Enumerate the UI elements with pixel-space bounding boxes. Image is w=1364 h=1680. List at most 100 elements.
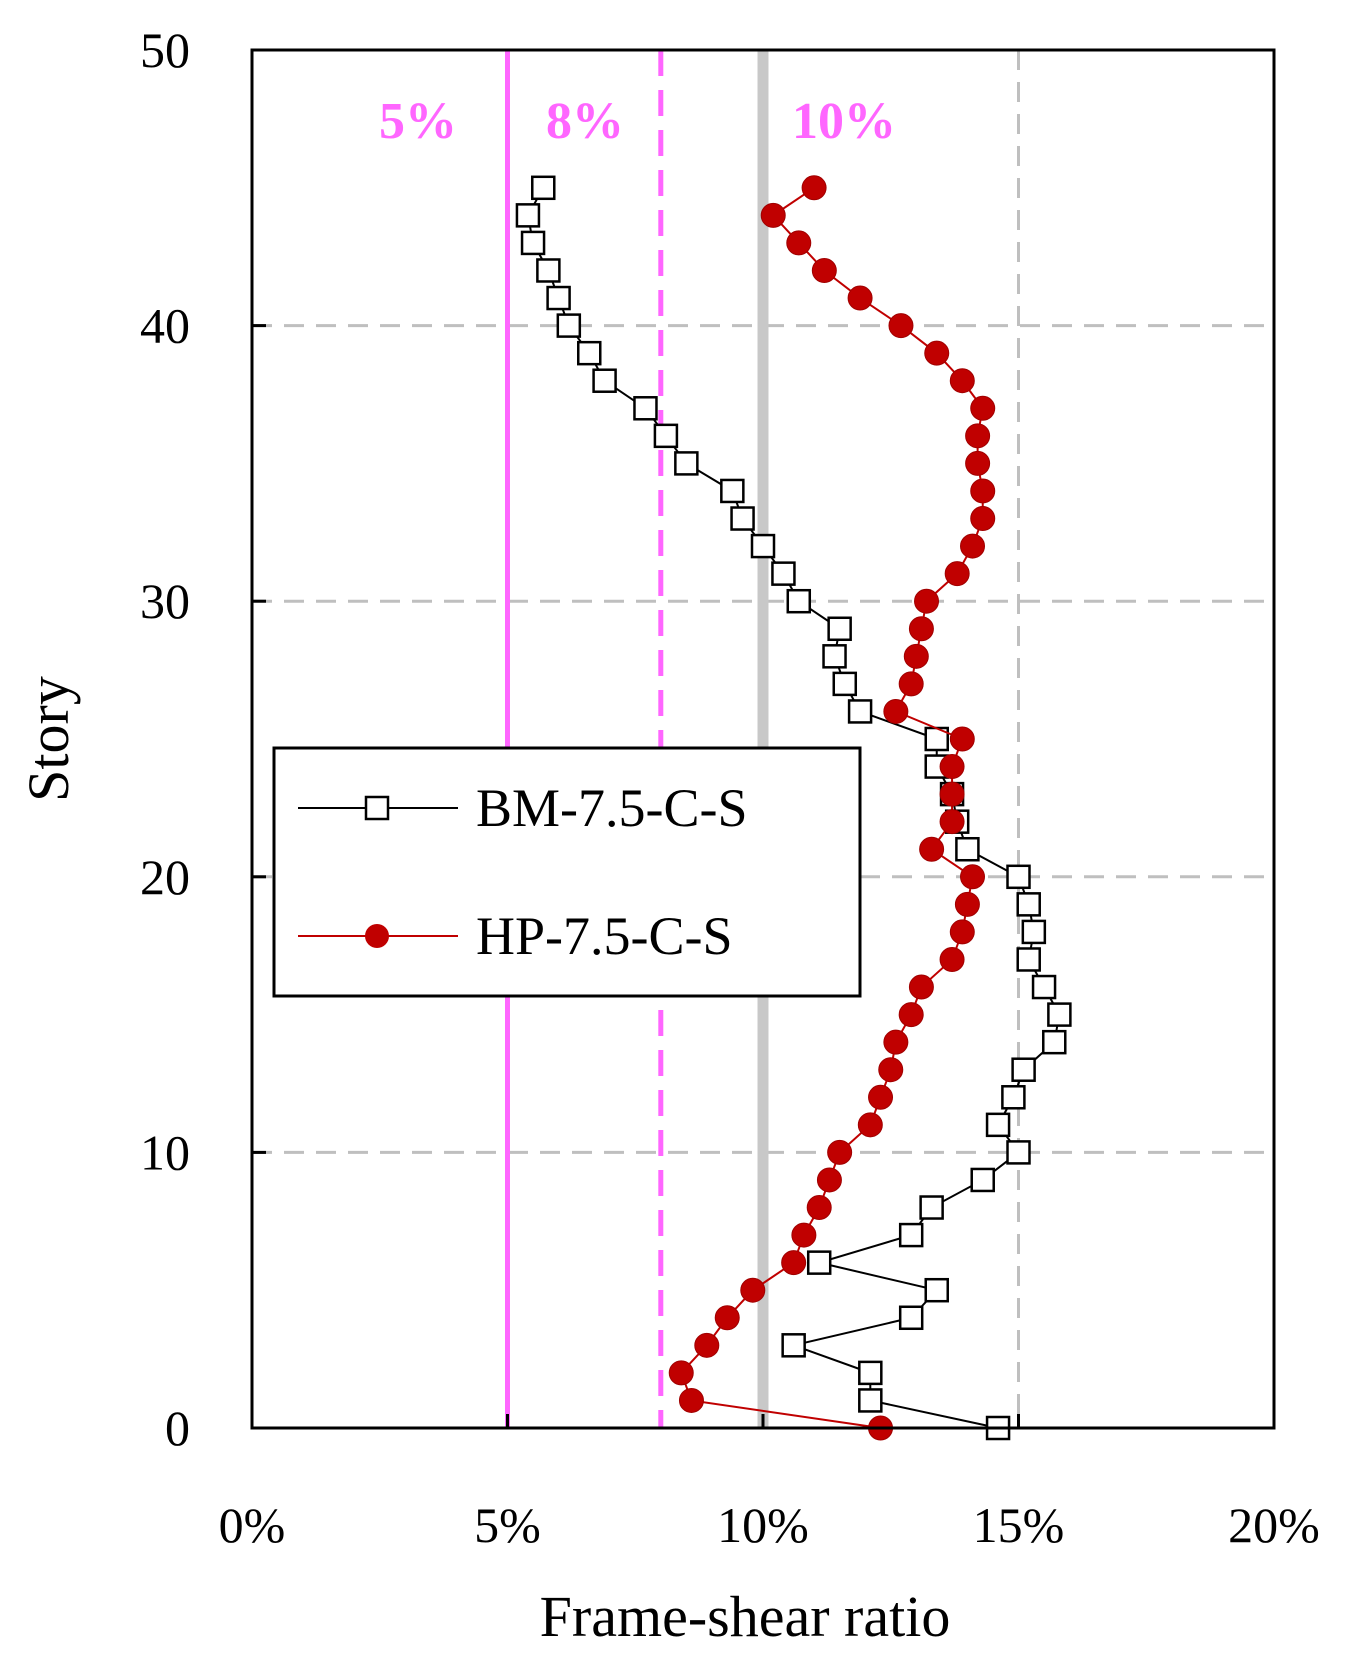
data-point-circle (668, 1360, 694, 1386)
data-point-square (1006, 864, 1031, 890)
data-point-square (955, 836, 980, 862)
data-point-circle (944, 561, 970, 587)
data-point-circle (960, 864, 986, 890)
legend: BM-7.5-C-S HP-7.5-C-S (272, 746, 862, 998)
x-tick-label: 5% (474, 1497, 541, 1553)
data-point-square (730, 506, 755, 531)
data-point-circle (786, 230, 812, 256)
data-point-square (832, 671, 858, 697)
data-point-circle (949, 368, 975, 394)
legend-marker-circle (365, 924, 389, 948)
data-point-square (858, 1388, 883, 1413)
data-point-circle (781, 1250, 807, 1276)
data-point-circle (949, 919, 975, 945)
data-point-square (1031, 974, 1057, 1000)
data-point-circle (903, 643, 929, 669)
series-line (680, 186, 984, 1429)
data-point-circle (970, 506, 996, 532)
reference-line-label: 10% (792, 93, 896, 150)
data-point-square (898, 1222, 924, 1248)
data-point-square (847, 699, 873, 724)
data-point-circle (868, 1084, 894, 1110)
reference-lines: 5% 8% 10% (379, 50, 896, 1428)
data-point-circle (714, 1305, 740, 1331)
data-point-square (827, 616, 852, 642)
data-point-circle (816, 1167, 842, 1193)
data-point-square (822, 644, 847, 669)
data-point-square (858, 1360, 883, 1386)
data-point-circle (914, 588, 940, 614)
data-point-circle (888, 313, 914, 339)
data-point-square (919, 1195, 944, 1220)
data-point-square (1001, 1085, 1026, 1110)
data-point-circle (883, 698, 909, 724)
data-point-circle (960, 533, 986, 559)
data-point-square (515, 203, 541, 228)
data-point-circle (954, 891, 980, 917)
legend-marker-square (364, 795, 390, 821)
data-point-square (806, 1250, 832, 1275)
data-point-square (674, 451, 699, 476)
data-point-circle (898, 671, 924, 697)
data-point-square (531, 175, 556, 201)
data-point-square (592, 368, 617, 393)
data-point-circle (965, 450, 991, 476)
data-point-circle (847, 285, 873, 311)
axis-ticks: 0% 5% 10% 15% 20% 0 10 20 30 40 50 (140, 22, 1320, 1553)
y-tick-label: 20 (140, 849, 190, 905)
data-point-square (781, 1333, 806, 1358)
data-point-circle (908, 974, 934, 1000)
data-point-circle (924, 340, 950, 366)
data-point-circle (898, 1002, 924, 1028)
data-point-square (1047, 1002, 1072, 1027)
data-point-circle (857, 1112, 883, 1138)
legend-box (272, 746, 862, 998)
y-tick-label: 30 (140, 573, 190, 629)
data-point-square (556, 313, 582, 338)
data-point-circle (908, 616, 934, 642)
data-point-square (577, 340, 602, 366)
data-point-square (546, 285, 571, 311)
data-point-square (750, 533, 776, 559)
data-point-square (1021, 919, 1047, 945)
data-point-square (771, 561, 796, 586)
y-tick-label: 40 (140, 298, 190, 354)
data-point-square (633, 396, 658, 421)
data-point-square (653, 423, 679, 449)
data-point-circle (939, 946, 965, 972)
x-tick-label: 0% (219, 1497, 286, 1553)
data-point-circle (883, 1029, 909, 1055)
data-point-square (536, 258, 561, 283)
data-point-circle (878, 1057, 904, 1083)
reference-line-label: 8% (546, 93, 624, 150)
data-point-circle (970, 395, 996, 421)
data-point-circle (939, 754, 965, 780)
data-point-circle (949, 726, 975, 752)
data-point-circle (939, 809, 965, 835)
x-axis-title: Frame-shear ratio (540, 1584, 951, 1649)
data-point-circle (806, 1195, 832, 1221)
data-point-square (1016, 892, 1041, 917)
data-point-circle (970, 478, 996, 504)
data-point-circle (919, 836, 945, 862)
y-tick-label: 50 (140, 22, 190, 78)
series-line (526, 187, 1061, 1429)
x-tick-label: 10% (717, 1497, 809, 1553)
data-point-circle (791, 1222, 817, 1248)
y-tick-label: 10 (140, 1124, 190, 1180)
legend-label: HP-7.5-C-S (476, 906, 733, 966)
legend-label: BM-7.5-C-S (476, 778, 748, 838)
data-point-circle (678, 1387, 704, 1413)
data-point-circle (939, 781, 965, 807)
y-tick-label: 0 (165, 1400, 190, 1456)
data-point-square (970, 1167, 995, 1193)
data-point-square (898, 1305, 924, 1331)
data-point-circle (740, 1277, 766, 1303)
y-axis-title: Story (16, 676, 81, 802)
data-point-square (720, 478, 745, 504)
data-point-square (924, 1277, 949, 1303)
data-point-square (1016, 947, 1041, 972)
data-point-square (1006, 1140, 1031, 1165)
data-point-circle (801, 175, 827, 201)
